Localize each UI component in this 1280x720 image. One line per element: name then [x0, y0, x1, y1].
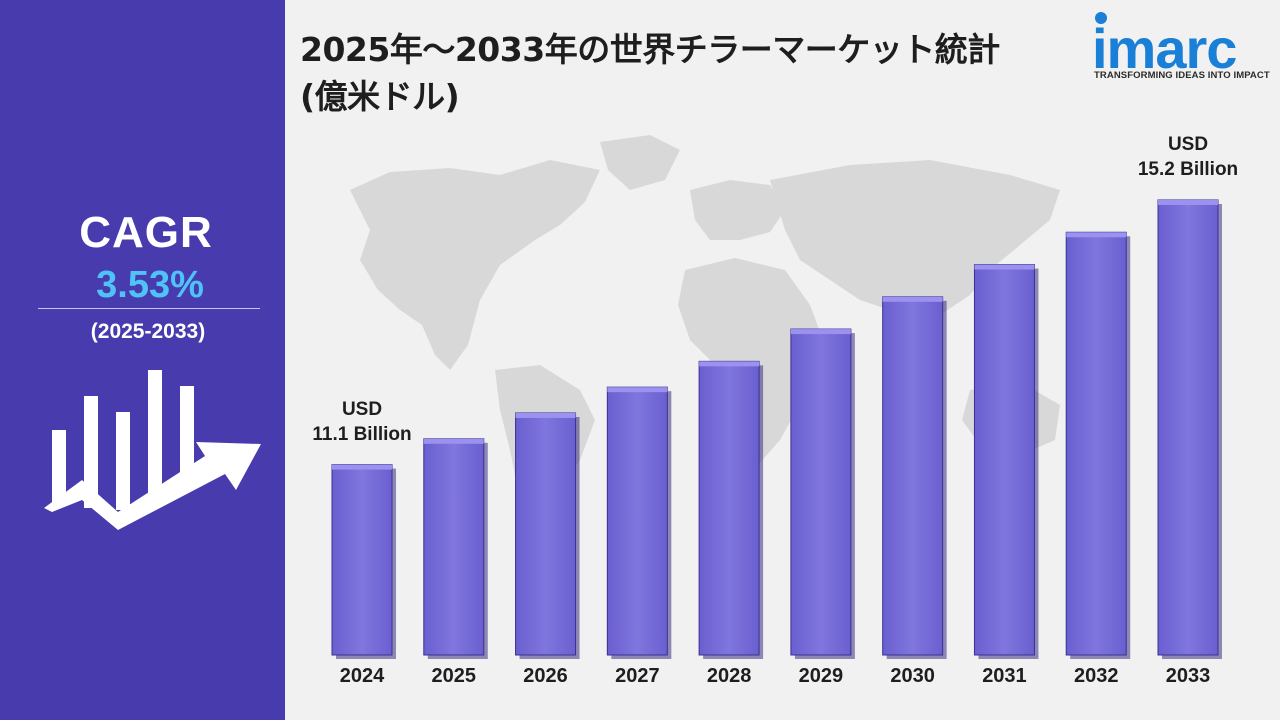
bar-2028 — [698, 360, 760, 656]
title-line-1: 2025年～2033年の世界チラーマーケット統計 — [300, 30, 1000, 69]
bar-2024 — [331, 464, 393, 656]
imarc-logo-icon — [1095, 12, 1107, 24]
bar-2029 — [790, 328, 852, 656]
bar-cap-2033 — [1158, 200, 1218, 205]
cagr-panel: CAGR 3.53% (2025-2033) — [0, 0, 285, 720]
map-north-america — [350, 160, 600, 370]
logo-tagline: TRANSFORMING IDEAS INTO IMPACT — [1094, 70, 1270, 81]
bar-cap-2032 — [1066, 232, 1127, 238]
x-tick-label-2029: 2029 — [798, 665, 844, 687]
bar-cap-2024 — [332, 464, 392, 470]
x-tick-label-2032: 2032 — [1073, 665, 1119, 687]
bar-2026 — [515, 412, 577, 656]
bar-2030 — [882, 296, 944, 656]
x-tick-label-2031: 2031 — [982, 665, 1027, 687]
map-europe — [690, 180, 785, 240]
x-tick-label-2027: 2027 — [615, 665, 660, 687]
data-label-2033: USD 15.2 Billion — [1108, 132, 1268, 182]
bars-layer — [331, 199, 1222, 659]
bar-2032 — [1065, 231, 1127, 656]
x-tick-label-2026: 2026 — [523, 665, 568, 687]
x-tick-label-2025: 2025 — [431, 665, 477, 687]
logo-wordmark: imarc — [1092, 17, 1237, 80]
title-line-2: (億米ドル) — [300, 77, 460, 116]
bar-cap-2028 — [699, 361, 760, 367]
x-tick-label-2033: 2033 — [1165, 665, 1211, 687]
bar-cap-2029 — [790, 329, 851, 335]
bar-2031 — [973, 264, 1035, 656]
cagr-divider — [38, 308, 260, 309]
map-asia — [770, 160, 1060, 335]
bar-cap-2026 — [515, 412, 576, 418]
imarc-logo: imarc TRANSFORMING IDEAS INTO IMPACT — [1090, 10, 1270, 90]
x-tick-label-2030: 2030 — [890, 665, 935, 687]
data-label-value: 11.1 Billion — [312, 423, 412, 445]
map-greenland — [600, 135, 680, 190]
data-label-currency: USD — [1167, 134, 1209, 155]
data-label-value: 15.2 Billion — [1137, 159, 1239, 180]
bar-2027 — [606, 386, 668, 656]
cagr-period: (2025-2033) — [90, 320, 206, 343]
bar-cap-2030 — [882, 296, 943, 302]
x-tick-label-2024: 2024 — [339, 665, 385, 687]
bar-2025 — [423, 438, 485, 656]
bar-cap-2031 — [974, 264, 1035, 270]
bar-cap-2027 — [607, 387, 668, 393]
bar-cap-2025 — [423, 438, 484, 444]
cagr-label: CAGR — [79, 208, 213, 257]
growth-chart-arrow-icon — [44, 370, 261, 530]
data-label-currency: USD — [341, 398, 383, 420]
page-title: 2025年～2033年の世界チラーマーケット統計 (億米ドル) — [300, 26, 1070, 120]
bar-2033 — [1157, 199, 1219, 656]
data-label-2024: USD 11.1 Billion — [282, 397, 442, 447]
x-tick-label-2028: 2028 — [706, 665, 752, 687]
cagr-value: 3.53% — [96, 264, 204, 306]
